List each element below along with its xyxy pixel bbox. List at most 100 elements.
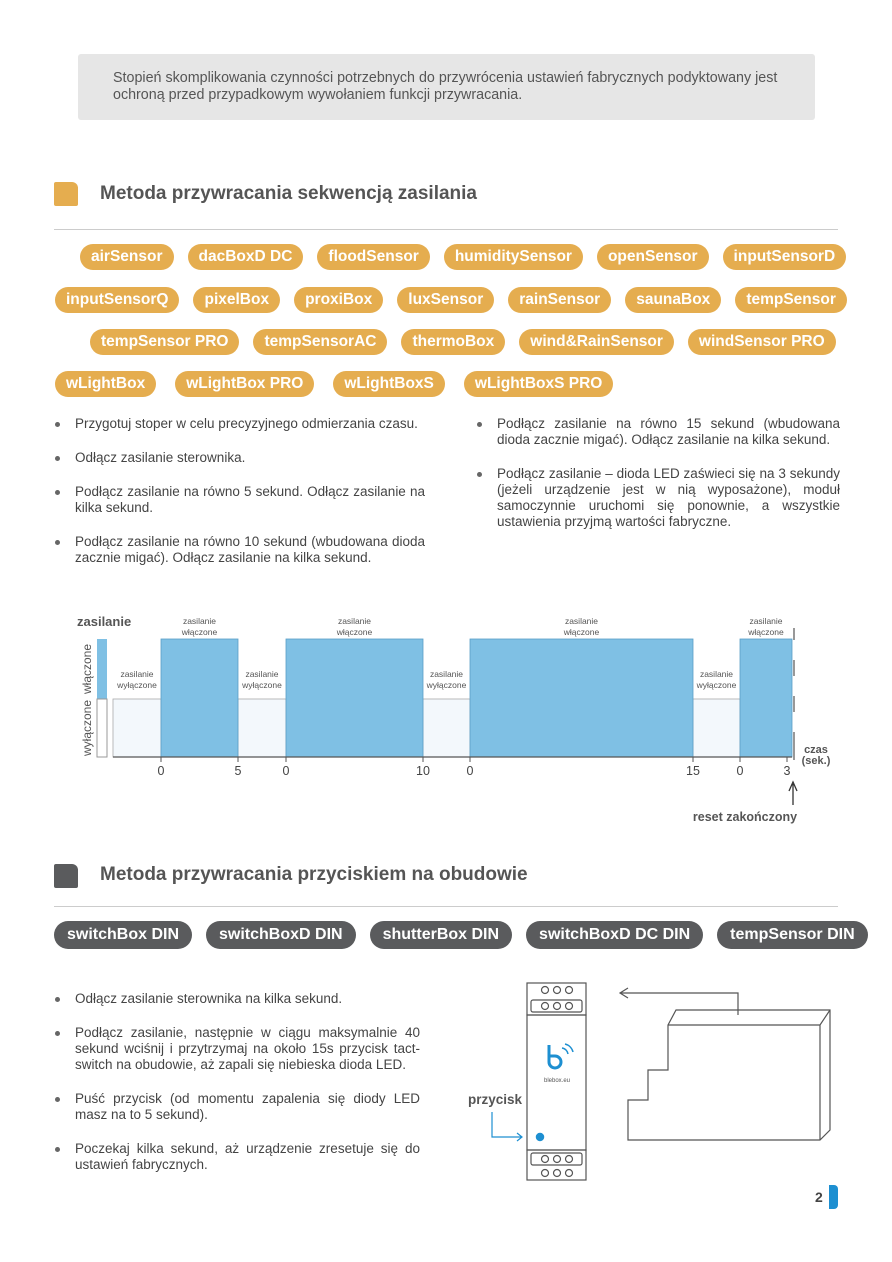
segment-label: włączone bbox=[563, 627, 600, 637]
power-on-segment bbox=[469, 638, 694, 758]
power-off-segment bbox=[422, 698, 471, 758]
step: Odłącz zasilanie sterownika. bbox=[55, 450, 425, 466]
section-icon bbox=[54, 864, 78, 888]
segment-label: zasilanie bbox=[245, 669, 278, 679]
step-list: Przygotuj stoper w celu precyzyjnego odm… bbox=[55, 416, 425, 584]
device-tag: tempSensorAC bbox=[253, 329, 388, 355]
page-tab bbox=[829, 1185, 838, 1209]
power-on-segment bbox=[160, 638, 239, 758]
step: Podłącz zasilanie na równo 5 sekund. Odł… bbox=[55, 484, 425, 515]
device-tag: tempSensor DIN bbox=[717, 921, 868, 949]
step: Poczekaj kilka sekund, aż urządzenie zre… bbox=[55, 1141, 420, 1172]
tag-row: tempSensor PRO tempSensorAC thermoBox wind&… bbox=[90, 329, 836, 355]
device-tag: switchBoxD DC DIN bbox=[526, 921, 704, 949]
segment-label: wyłączone bbox=[116, 680, 157, 690]
separator bbox=[54, 906, 838, 907]
device-tag: rainSensor bbox=[508, 287, 612, 313]
segment-label: zasilanie bbox=[700, 669, 733, 679]
tick-label: 5 bbox=[235, 764, 242, 778]
device-tag: inputSensorQ bbox=[55, 287, 180, 313]
button-label: przycisk bbox=[468, 1092, 523, 1107]
device-tag: openSensor bbox=[596, 244, 709, 270]
segment-label: zasilanie bbox=[120, 669, 153, 679]
device-tag: switchBox DIN bbox=[54, 921, 193, 949]
tag-row: airSensor dacBoxD DC floodSensor humiditySe… bbox=[80, 244, 847, 270]
device-tag: luxSensor bbox=[397, 287, 495, 313]
segment-label: zasilanie bbox=[565, 616, 598, 626]
brand: blebox.eu bbox=[544, 1078, 570, 1084]
segment-label: zasilanie bbox=[183, 616, 216, 626]
device-tag: switchBoxD DIN bbox=[206, 921, 356, 949]
device-tag: floodSensor bbox=[317, 244, 430, 270]
note: Stopień skomplikowania czynności potrzeb… bbox=[78, 54, 815, 120]
device-tag: inputSensorD bbox=[722, 244, 847, 270]
power-off-segment bbox=[692, 698, 741, 758]
reset-arrow bbox=[788, 780, 798, 805]
section-title: Metoda przywracania przyciskiem na obudo… bbox=[100, 864, 528, 885]
device-tag: tempSensor PRO bbox=[90, 329, 240, 355]
segment-label: wyłączone bbox=[696, 680, 737, 690]
level-label: wyłączone bbox=[80, 700, 94, 757]
step: Podłącz zasilanie – dioda LED zaświeci s… bbox=[477, 466, 840, 529]
time-label: czas bbox=[804, 744, 828, 756]
step: Przygotuj stoper w celu precyzyjnego odm… bbox=[55, 416, 425, 432]
tick-label: 0 bbox=[467, 764, 474, 778]
device-tag: pixelBox bbox=[193, 287, 281, 313]
device-tag: windSensor PRO bbox=[687, 329, 836, 355]
tick-label: 3 bbox=[784, 764, 791, 778]
device-tag: wind&RainSensor bbox=[519, 329, 674, 355]
step: Podłącz zasilanie na równo 10 sekund (wb… bbox=[55, 534, 425, 565]
segment-label: włączone bbox=[747, 627, 784, 637]
legend-off bbox=[96, 698, 108, 758]
power-off-segment bbox=[112, 698, 162, 758]
power-on-segment bbox=[285, 638, 424, 758]
device-tag: saunaBox bbox=[625, 287, 722, 313]
device-tag: tempSensor bbox=[735, 287, 847, 313]
level-label: włączone bbox=[80, 644, 94, 695]
reset-label: reset zakończony bbox=[693, 810, 797, 824]
legend-on bbox=[97, 639, 107, 699]
power-on-segment bbox=[739, 638, 793, 758]
device-tag: airSensor bbox=[80, 244, 174, 270]
device-tag: wLightBox PRO bbox=[175, 371, 315, 397]
y-label: zasilanie bbox=[77, 614, 131, 629]
step: Puść przycisk (od momentu zapalenia się … bbox=[55, 1091, 420, 1122]
segment-label: zasilanie bbox=[749, 616, 782, 626]
segment-label: wyłączone bbox=[426, 680, 467, 690]
section-icon bbox=[54, 182, 78, 206]
device-tag: dacBoxD DC bbox=[187, 244, 304, 270]
tag-row: inputSensorQ pixelBox proxiBox luxSensor rai… bbox=[55, 287, 847, 313]
segment-label: włączone bbox=[181, 627, 218, 637]
tick-label: 0 bbox=[158, 764, 165, 778]
device-tag: humiditySensor bbox=[443, 244, 583, 270]
device-tag: proxiBox bbox=[294, 287, 384, 313]
device-tag: thermoBox bbox=[401, 329, 506, 355]
tick-label: 10 bbox=[416, 764, 430, 778]
device-tag: wLightBoxS PRO bbox=[463, 371, 614, 397]
segment-label: zasilanie bbox=[430, 669, 463, 679]
step: Odłącz zasilanie sterownika na kilka sek… bbox=[55, 991, 420, 1007]
step-list: Podłącz zasilanie na równo 15 sekund (wb… bbox=[477, 416, 840, 548]
device-tag: wLightBoxS bbox=[333, 371, 445, 397]
power-off-segment bbox=[237, 698, 287, 758]
power-diagram: włączonewyłączonezasilaniezasilaniewyłąc… bbox=[77, 614, 831, 824]
tick-label: 15 bbox=[686, 764, 700, 778]
tick-label: 0 bbox=[283, 764, 290, 778]
step: Podłącz zasilanie, następnie w ciągu mak… bbox=[55, 1025, 420, 1072]
segment-label: wyłączone bbox=[241, 680, 282, 690]
step: Podłącz zasilanie na równo 15 sekund (wb… bbox=[477, 416, 840, 447]
tag-list: switchBox DIN switchBoxD DIN shutterBox DI… bbox=[54, 921, 868, 949]
step-list: Odłącz zasilanie sterownika na kilka sek… bbox=[55, 991, 420, 1191]
device-tag: wLightBox bbox=[55, 371, 157, 397]
tick-label: 0 bbox=[737, 764, 744, 778]
separator bbox=[54, 229, 838, 230]
segment-label: włączone bbox=[336, 627, 373, 637]
time-label: (sek.) bbox=[802, 755, 831, 767]
tag-row: wLightBox wLightBox PRO wLightBoxS wLightBo… bbox=[55, 371, 614, 397]
section-title: Metoda przywracania sekwencją zasilania bbox=[100, 183, 478, 204]
device-tag: shutterBox DIN bbox=[369, 921, 513, 949]
segment-label: zasilanie bbox=[338, 616, 371, 626]
device-drawing: blebox.eu przycisk bbox=[468, 982, 831, 1181]
page-number: 2 bbox=[815, 1189, 823, 1205]
